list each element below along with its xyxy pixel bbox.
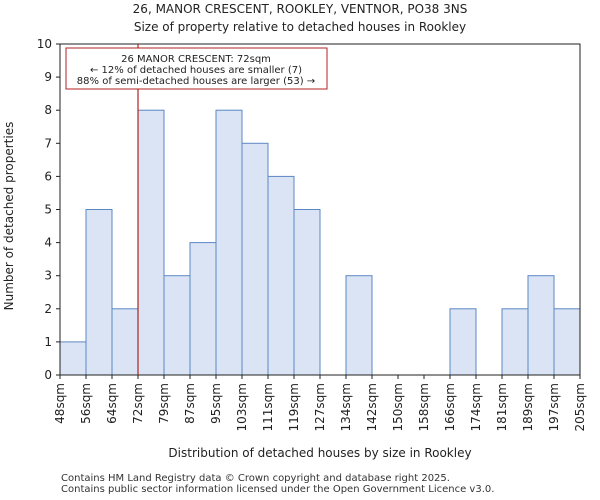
x-tick-label: 127sqm [313, 383, 327, 431]
y-tick-label: 2 [44, 302, 52, 316]
annotation-line-2: ← 12% of detached houses are smaller (7) [90, 65, 302, 76]
bar-189sqm [527, 275, 555, 376]
y-tick-label: 3 [44, 269, 52, 283]
bar-79sqm [163, 275, 191, 376]
bar-181sqm [501, 308, 529, 376]
bar-119sqm [293, 209, 321, 376]
y-tick-label: 5 [44, 203, 52, 217]
y-tick-label: 8 [44, 103, 52, 117]
x-tick-label: 189sqm [521, 383, 535, 431]
x-tick-label: 95sqm [209, 383, 223, 424]
bar-56sqm [85, 209, 113, 376]
x-tick-label: 103sqm [235, 383, 249, 431]
bars-group [59, 109, 581, 376]
bar-166sqm [449, 308, 477, 376]
bar-111sqm [267, 175, 295, 376]
y-axis-label: Number of detached properties [2, 122, 16, 311]
y-tick-label: 0 [44, 368, 52, 382]
annotation-box [65, 47, 328, 90]
x-tick-label: 64sqm [105, 383, 119, 424]
x-tick-label: 150sqm [391, 383, 405, 431]
annotation-line-3: 88% of semi-detached houses are larger (… [77, 76, 315, 87]
bar-103sqm [241, 142, 269, 376]
y-tick-label: 1 [44, 335, 52, 349]
x-tick-label: 181sqm [495, 383, 509, 431]
x-tick-label: 134sqm [339, 383, 353, 431]
x-tick-label: 56sqm [79, 383, 93, 424]
y-tick-label: 4 [44, 236, 52, 250]
x-tick-label: 119sqm [287, 383, 301, 431]
bar-72sqm [137, 109, 165, 376]
y-tick-label: 10 [37, 37, 52, 51]
chart-title: 26, MANOR CRESCENT, ROOKLEY, VENTNOR, PO… [133, 2, 468, 16]
annotation-line-1: 26 MANOR CRESCENT: 72sqm [121, 54, 271, 65]
x-tick-label: 174sqm [469, 383, 483, 431]
x-tick-label: 205sqm [573, 383, 587, 431]
x-tick-label: 166sqm [443, 383, 457, 431]
plot-frame [59, 43, 581, 376]
x-tick-label: 87sqm [183, 383, 197, 424]
bar-87sqm [189, 242, 217, 376]
bar-48sqm [59, 341, 87, 376]
bar-134sqm [345, 275, 373, 376]
bar-197sqm [553, 308, 581, 376]
footer-line-1: Contains HM Land Registry data © Crown c… [61, 473, 450, 484]
y-tick-label: 9 [44, 70, 52, 84]
x-axis-label: Distribution of detached houses by size … [168, 446, 471, 460]
x-tick-label: 197sqm [547, 383, 561, 431]
x-tick-label: 158sqm [417, 383, 431, 431]
x-tick-label: 111sqm [261, 383, 275, 431]
footer-line-2: Contains public sector information licen… [61, 484, 495, 495]
x-tick-label: 72sqm [131, 383, 145, 424]
bar-64sqm [111, 308, 139, 376]
bar-95sqm [215, 109, 243, 376]
x-axis-ticks: 48sqm 56sqm 64sqm 72sqm 79sqm 87sqm 95sqm 103sq… [53, 375, 587, 431]
y-tick-label: 7 [44, 136, 52, 150]
y-tick-label: 6 [44, 169, 52, 183]
x-tick-label: 48sqm [53, 383, 67, 424]
x-tick-label: 142sqm [365, 383, 379, 431]
x-tick-label: 79sqm [157, 383, 171, 424]
chart-subtitle: Size of property relative to detached ho… [134, 20, 466, 34]
y-axis-ticks: 0 1 2 3 4 5 6 7 8 9 10 [37, 37, 60, 382]
